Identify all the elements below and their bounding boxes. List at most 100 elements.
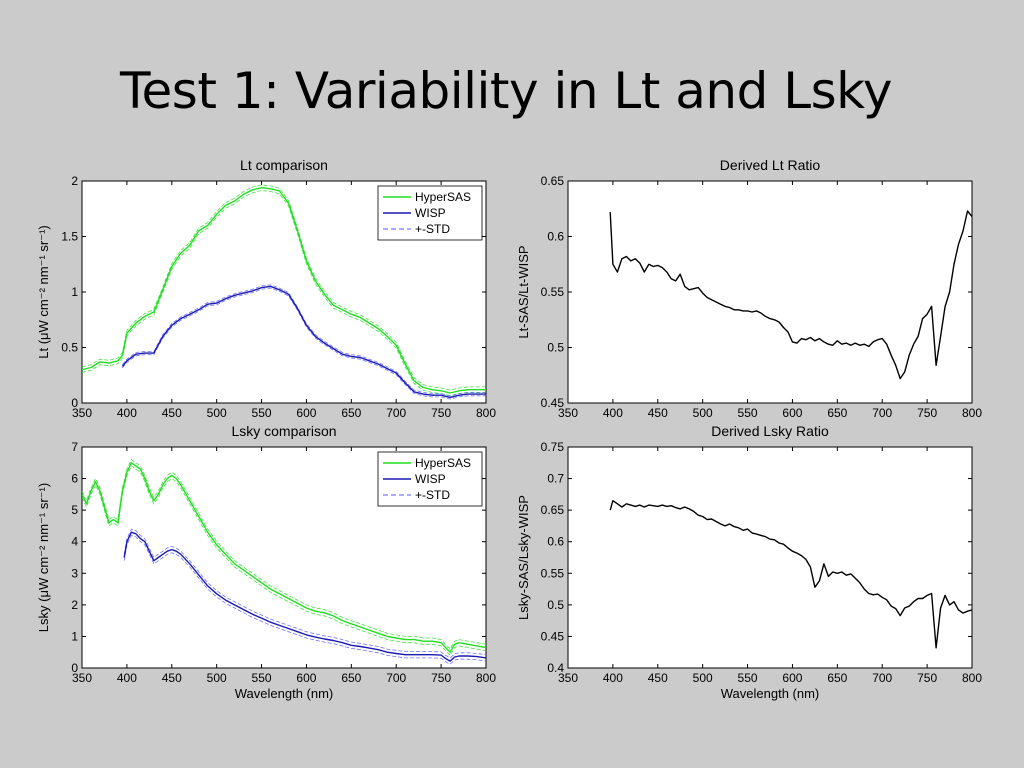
y-axis-label: Lsky (μW cm⁻² nm⁻¹ sr⁻¹) [36, 483, 51, 632]
legend: HyperSAS WISP +-STD [377, 451, 483, 507]
legend-label: HyperSAS [415, 190, 471, 204]
x-tick-label: 700 [386, 671, 406, 685]
series-1-line [123, 531, 486, 662]
x-tick-label: 700 [872, 406, 892, 420]
x-axis-label: Wavelength (nm) [235, 686, 334, 701]
series-group [609, 500, 972, 649]
series-0-line [82, 186, 486, 394]
y-tick-label: 0.5 [547, 598, 564, 612]
x-tick-label: 550 [738, 406, 758, 420]
y-axis-label: Lt-SAS/Lt-WISP [516, 245, 531, 338]
y-tick-label: 0.4 [547, 661, 564, 675]
series-1-std-upper [123, 528, 486, 659]
y-tick-label: 0.65 [541, 503, 565, 517]
y-axis-label: Lsky-SAS/Lsky-WISP [516, 495, 531, 620]
plot-area [567, 446, 973, 669]
legend-label: WISP [415, 206, 446, 220]
series-0-line [609, 210, 972, 380]
chart-title: Derived Lt Ratio [720, 157, 821, 173]
x-tick-label: 650 [341, 406, 361, 420]
x-tick-label: 800 [962, 671, 982, 685]
y-tick-label: 4 [71, 535, 78, 549]
x-tick-label: 650 [341, 671, 361, 685]
series-group [609, 210, 972, 380]
y-tick-label: 2 [71, 174, 78, 188]
chart-title: Lt comparison [240, 157, 328, 173]
chart-lt: Lt comparison 350 400 450 500 550 600 650 700 750… [36, 157, 496, 420]
y-tick-label: 0 [71, 661, 78, 675]
x-tick-label: 800 [962, 406, 982, 420]
series-1-std-lower [123, 534, 486, 665]
x-tick-label: 350 [558, 671, 578, 685]
x-tick-label: 600 [782, 406, 802, 420]
x-tick-label: 400 [603, 671, 623, 685]
x-tick-label: 550 [738, 671, 758, 685]
x-tick-label: 450 [162, 406, 182, 420]
y-tick-label: 7 [71, 440, 78, 454]
y-tick-label: 0.55 [541, 566, 565, 580]
x-tick-label: 650 [827, 406, 847, 420]
y-tick-label: 0.7 [547, 472, 564, 486]
x-tick-label: 750 [431, 671, 451, 685]
x-tick-label: 500 [693, 406, 713, 420]
y-tick-label: 0.45 [541, 396, 565, 410]
x-tick-label: 450 [648, 406, 668, 420]
x-tick-label: 500 [207, 671, 227, 685]
series-0-std-lower [82, 465, 486, 657]
legend-label: HyperSAS [415, 456, 471, 470]
x-tick-label: 500 [207, 406, 227, 420]
x-tick-label: 350 [72, 671, 92, 685]
x-tick-label: 650 [827, 671, 847, 685]
y-tick-label: 0.6 [547, 230, 564, 244]
chart-title: Lsky comparison [231, 423, 336, 439]
legend-label: +-STD [415, 222, 450, 236]
x-tick-label: 750 [431, 406, 451, 420]
y-tick-label: 5 [71, 503, 78, 517]
chart-lt-ratio: Derived Lt Ratio 350 400 450 500 550 600 650 700… [516, 157, 982, 420]
y-tick-label: 0.55 [541, 285, 565, 299]
legend-label: WISP [415, 472, 446, 486]
y-tick-label: 0.5 [61, 341, 78, 355]
x-tick-label: 450 [648, 671, 668, 685]
x-tick-label: 500 [693, 671, 713, 685]
y-tick-label: 0.6 [547, 535, 564, 549]
y-tick-label: 1.5 [61, 230, 78, 244]
series-group [82, 184, 486, 400]
series-group [82, 458, 486, 665]
x-tick-label: 800 [476, 406, 496, 420]
series-1-line [121, 285, 486, 399]
y-tick-label: 0.45 [541, 629, 565, 643]
y-tick-label: 2 [71, 598, 78, 612]
chart-lsky-ratio: Derived Lsky Ratio 350 400 450 500 550 600 650 7… [516, 423, 982, 701]
y-tick-label: 0.5 [547, 341, 564, 355]
x-tick-label: 600 [296, 671, 316, 685]
x-tick-label: 350 [558, 406, 578, 420]
legend: HyperSAS WISP +-STD [377, 185, 483, 241]
x-tick-label: 550 [252, 406, 272, 420]
y-tick-label: 1 [71, 629, 78, 643]
x-tick-label: 600 [782, 671, 802, 685]
x-tick-label: 750 [917, 671, 937, 685]
x-tick-label: 400 [117, 406, 137, 420]
chart-title: Derived Lsky Ratio [711, 423, 829, 439]
slide-title: Test 1: Variability in Lt and Lsky [120, 62, 892, 120]
x-tick-label: 400 [117, 671, 137, 685]
series-1-std-upper [122, 284, 486, 397]
y-tick-label: 0 [71, 396, 78, 410]
y-tick-label: 1 [71, 285, 78, 299]
x-tick-label: 600 [296, 406, 316, 420]
series-0-std-upper [82, 458, 486, 650]
y-tick-label: 0.75 [541, 440, 565, 454]
series-1-std-lower [122, 287, 486, 400]
legend-label: +-STD [415, 488, 450, 502]
x-tick-label: 400 [603, 406, 623, 420]
series-0-line [82, 462, 486, 653]
y-axis-label: Lt (μW cm⁻² nm⁻¹ sr⁻¹) [36, 225, 51, 359]
x-tick-label: 800 [476, 671, 496, 685]
x-tick-label: 450 [162, 671, 182, 685]
y-tick-label: 0.65 [541, 174, 565, 188]
x-tick-label: 550 [252, 671, 272, 685]
series-0-line [609, 500, 972, 649]
